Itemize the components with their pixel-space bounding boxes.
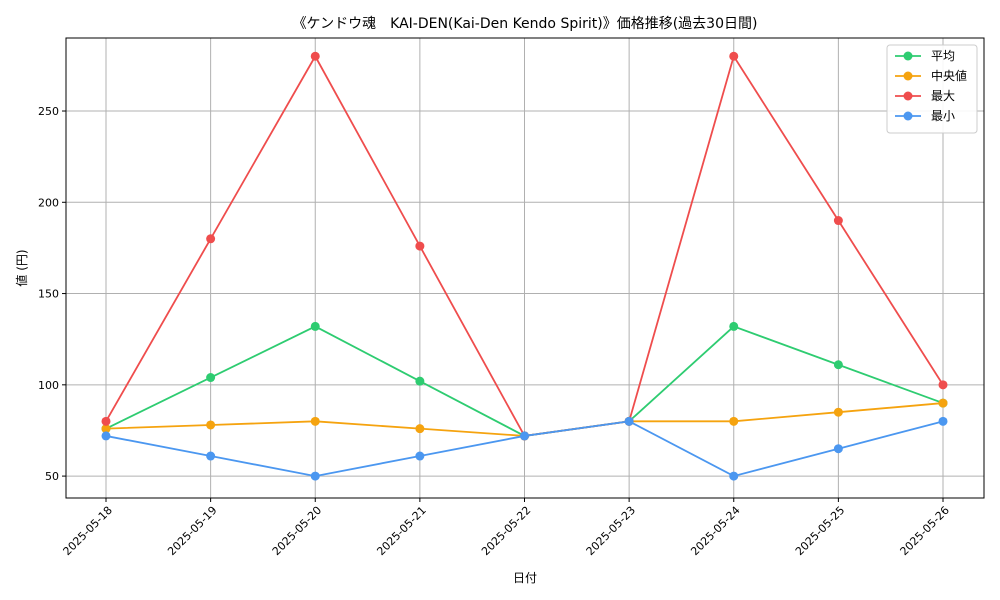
data-point xyxy=(310,321,320,331)
data-point xyxy=(833,407,843,417)
x-tick-label: 2025-05-21 xyxy=(374,504,428,558)
x-tick-label: 2025-05-26 xyxy=(898,504,952,558)
data-point xyxy=(101,424,111,434)
y-axis-label: 値 (円) xyxy=(14,249,29,286)
x-tick-label: 2025-05-19 xyxy=(165,504,219,558)
legend-swatch-marker xyxy=(903,71,913,81)
y-tick-label: 150 xyxy=(38,288,59,301)
x-tick-label: 2025-05-24 xyxy=(688,504,742,558)
data-point xyxy=(101,416,111,426)
data-point xyxy=(415,424,425,434)
data-point xyxy=(833,360,843,370)
x-tick-label: 2025-05-18 xyxy=(61,504,115,558)
data-point xyxy=(206,234,216,244)
x-axis-label: 日付 xyxy=(513,571,537,585)
x-tick-label: 2025-05-25 xyxy=(793,504,847,558)
data-point xyxy=(310,51,320,61)
x-tick-label: 2025-05-23 xyxy=(584,504,638,558)
data-point xyxy=(310,416,320,426)
axis-layer: 2025-05-18 2025-05-19 2025-05-20 2025-05-21… xyxy=(38,105,952,558)
data-point xyxy=(729,321,739,331)
data-point xyxy=(729,471,739,481)
data-point xyxy=(624,416,634,426)
data-point xyxy=(310,471,320,481)
legend-swatch-marker xyxy=(903,91,913,101)
data-point xyxy=(101,431,111,441)
data-point xyxy=(833,216,843,226)
data-point xyxy=(729,51,739,61)
y-tick-label: 250 xyxy=(38,105,59,118)
data-point xyxy=(520,431,529,441)
grid-layer xyxy=(66,38,984,498)
data-point xyxy=(206,420,216,430)
legend-label: 最大 xyxy=(931,89,955,103)
y-tick-label: 100 xyxy=(38,379,59,392)
data-point xyxy=(206,373,216,383)
data-point xyxy=(938,416,948,426)
y-tick-label: 200 xyxy=(38,196,59,209)
data-point xyxy=(415,376,425,386)
data-point xyxy=(833,444,843,454)
series-3 xyxy=(101,416,948,481)
series-layer xyxy=(101,51,948,481)
x-tick-label: 2025-05-22 xyxy=(479,504,533,558)
data-point xyxy=(938,398,948,408)
legend-label: 最小 xyxy=(931,109,955,123)
legend-label: 平均 xyxy=(931,49,955,63)
legend-swatch-marker xyxy=(903,111,913,121)
data-point xyxy=(206,451,216,461)
y-tick-label: 50 xyxy=(45,470,59,483)
data-point xyxy=(729,416,739,426)
data-point xyxy=(415,241,425,251)
legend-label: 中央値 xyxy=(931,68,967,83)
legend-swatch-marker xyxy=(903,51,913,61)
chart-title: 《ケンドウ魂 KAI-DEN(Kai-Den Kendo Spirit)》価格推… xyxy=(293,16,758,32)
x-tick-label: 2025-05-20 xyxy=(270,504,324,558)
data-point xyxy=(938,380,948,390)
data-point xyxy=(415,451,425,461)
legend-box xyxy=(886,44,978,134)
